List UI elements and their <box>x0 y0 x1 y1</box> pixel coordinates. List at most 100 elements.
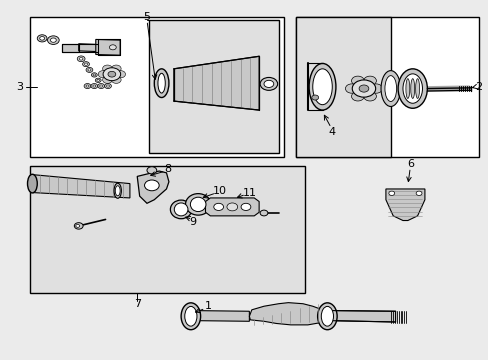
Polygon shape <box>327 311 395 322</box>
Text: 2: 2 <box>474 82 481 92</box>
Ellipse shape <box>170 200 191 219</box>
Text: 8: 8 <box>164 164 171 174</box>
Circle shape <box>104 84 111 89</box>
Polygon shape <box>32 175 130 198</box>
Circle shape <box>37 35 47 42</box>
Text: 9: 9 <box>189 217 197 227</box>
Circle shape <box>144 180 159 191</box>
Circle shape <box>88 69 91 71</box>
Circle shape <box>91 73 97 77</box>
Bar <box>295 17 478 157</box>
Circle shape <box>74 223 83 229</box>
Circle shape <box>95 78 101 82</box>
Ellipse shape <box>184 306 197 326</box>
Circle shape <box>103 68 121 81</box>
Polygon shape <box>61 44 79 51</box>
Circle shape <box>351 80 375 97</box>
Polygon shape <box>205 198 259 216</box>
Circle shape <box>264 80 273 87</box>
Circle shape <box>93 74 96 76</box>
Circle shape <box>100 85 102 87</box>
Ellipse shape <box>397 69 427 108</box>
Circle shape <box>79 58 83 60</box>
Circle shape <box>311 95 318 100</box>
Polygon shape <box>79 44 98 51</box>
Ellipse shape <box>308 63 335 110</box>
Circle shape <box>50 38 56 42</box>
Circle shape <box>260 210 267 216</box>
Circle shape <box>109 45 116 50</box>
Ellipse shape <box>181 303 200 330</box>
Text: 10: 10 <box>213 186 226 196</box>
Circle shape <box>358 85 368 92</box>
Circle shape <box>108 71 116 77</box>
Ellipse shape <box>380 71 400 107</box>
Circle shape <box>84 84 91 89</box>
Polygon shape <box>249 303 322 325</box>
Bar <box>295 17 390 157</box>
Ellipse shape <box>405 79 409 98</box>
Polygon shape <box>96 40 120 55</box>
Circle shape <box>241 203 250 211</box>
Ellipse shape <box>384 76 396 102</box>
Ellipse shape <box>226 203 237 211</box>
Ellipse shape <box>27 174 37 193</box>
Circle shape <box>82 62 89 67</box>
Text: 1: 1 <box>204 301 211 311</box>
Text: 3: 3 <box>16 82 22 92</box>
Ellipse shape <box>158 73 165 93</box>
Text: 6: 6 <box>406 159 413 169</box>
Circle shape <box>93 85 96 87</box>
Ellipse shape <box>174 203 187 216</box>
Polygon shape <box>137 171 168 203</box>
Circle shape <box>98 71 108 78</box>
Ellipse shape <box>321 306 333 326</box>
Polygon shape <box>385 189 424 221</box>
Text: 4: 4 <box>328 127 335 136</box>
Circle shape <box>111 76 121 84</box>
Circle shape <box>47 36 59 44</box>
Bar <box>30 17 283 157</box>
Ellipse shape <box>114 183 121 198</box>
Circle shape <box>213 203 223 211</box>
Circle shape <box>98 84 104 89</box>
Circle shape <box>351 76 364 85</box>
Text: 7: 7 <box>133 299 141 309</box>
Circle shape <box>86 85 89 87</box>
Circle shape <box>147 167 157 174</box>
Circle shape <box>97 79 100 81</box>
Bar <box>149 21 278 153</box>
Circle shape <box>91 84 98 89</box>
Ellipse shape <box>415 79 419 98</box>
Ellipse shape <box>115 186 120 196</box>
Circle shape <box>84 63 87 65</box>
Circle shape <box>351 92 364 101</box>
Circle shape <box>40 37 44 40</box>
Polygon shape <box>173 56 259 110</box>
Circle shape <box>102 65 112 72</box>
Circle shape <box>345 84 357 93</box>
Circle shape <box>415 191 421 195</box>
Circle shape <box>106 85 109 87</box>
Circle shape <box>86 67 93 72</box>
Circle shape <box>369 84 382 93</box>
Ellipse shape <box>410 79 414 98</box>
Ellipse shape <box>154 69 168 98</box>
Circle shape <box>111 65 121 72</box>
Circle shape <box>116 71 125 78</box>
Circle shape <box>76 225 80 227</box>
Ellipse shape <box>190 197 205 212</box>
Text: 5: 5 <box>143 12 150 22</box>
Circle shape <box>102 76 112 84</box>
Bar <box>30 166 305 293</box>
Ellipse shape <box>317 303 336 330</box>
Circle shape <box>260 77 277 90</box>
Ellipse shape <box>185 194 210 215</box>
Text: 11: 11 <box>242 188 256 198</box>
Circle shape <box>363 76 376 85</box>
Polygon shape <box>189 311 249 321</box>
Circle shape <box>388 191 394 195</box>
Circle shape <box>363 92 376 101</box>
Ellipse shape <box>402 74 422 103</box>
Ellipse shape <box>312 69 331 105</box>
